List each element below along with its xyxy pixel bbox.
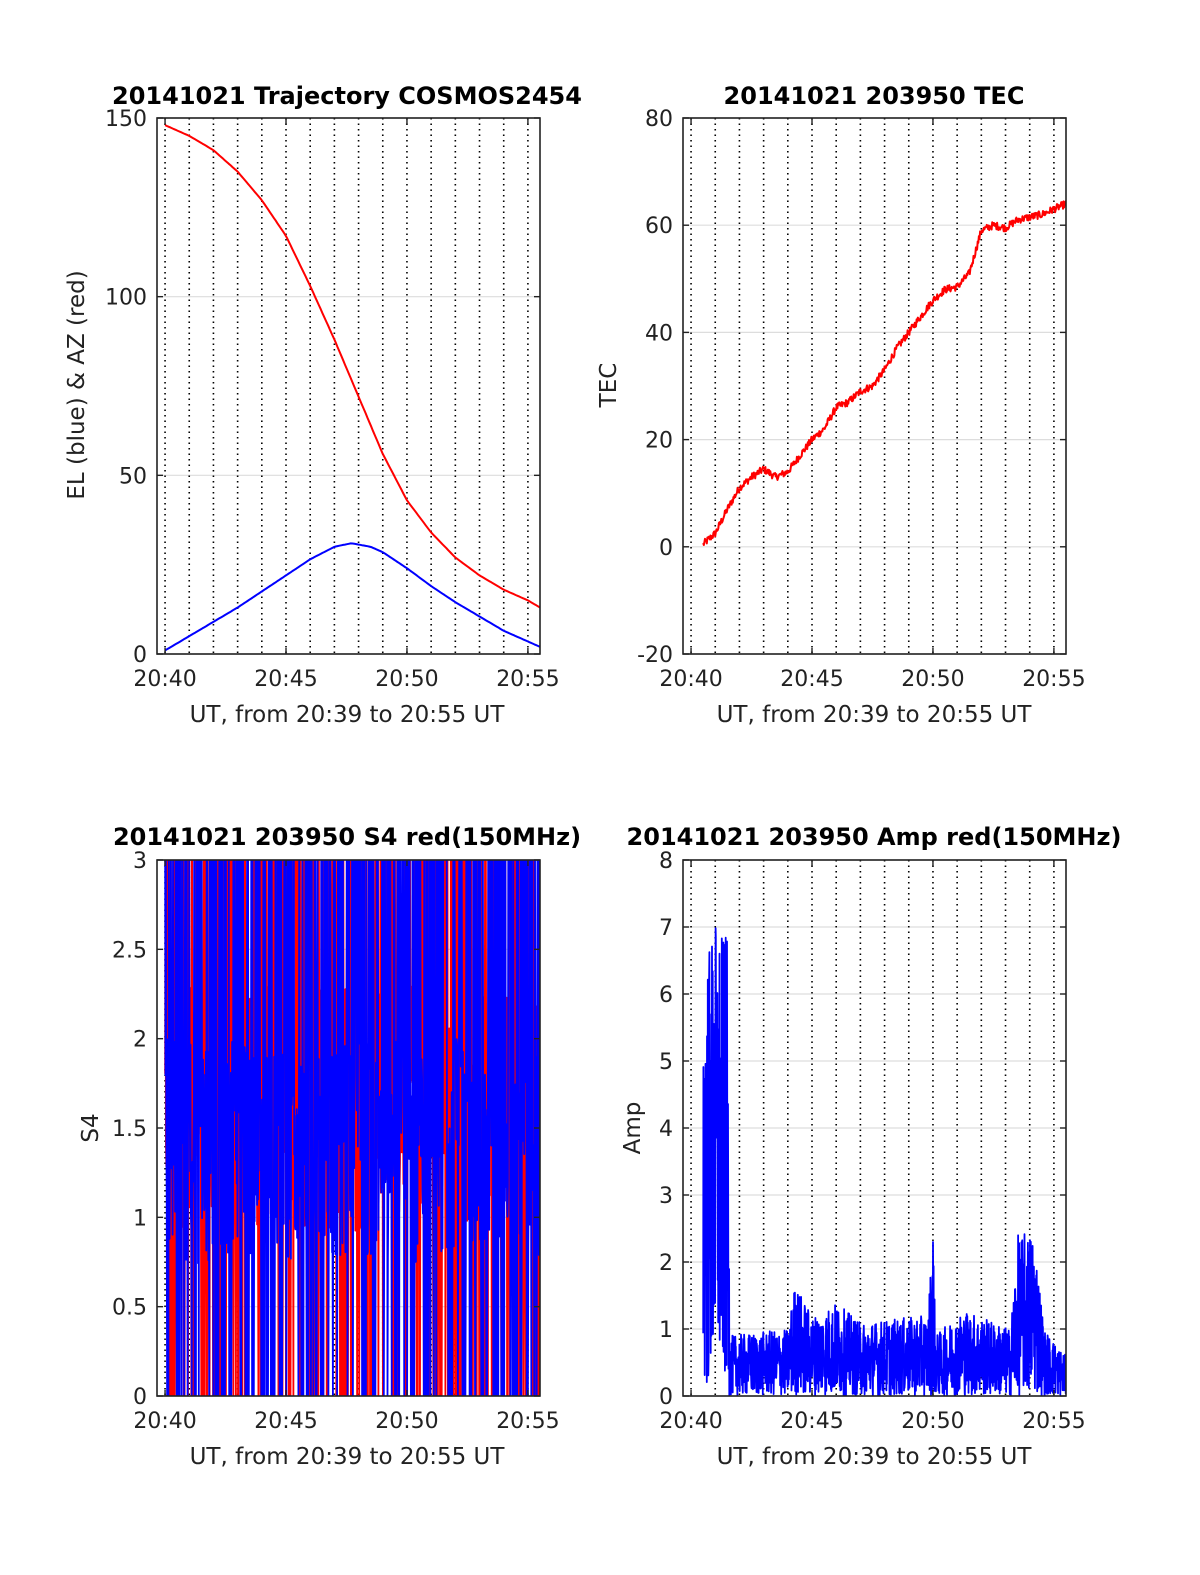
trajectory-series-1 [164,124,540,609]
amp-xlabel: UT, from 20:39 to 20:55 UT [717,1444,1033,1470]
s4-xtick-label-2: 20:50 [375,1409,438,1434]
amp-xtick-label-1: 20:45 [780,1409,843,1434]
amp-ytick-label-5: 5 [659,1050,673,1075]
trajectory-ytick-label-1: 50 [119,464,147,489]
amp-title: 20141021 203950 Amp red(150MHz) [627,823,1122,851]
tec-title: 20141021 203950 TEC [724,82,1025,110]
amp-ytick-label-6: 6 [659,983,673,1008]
trajectory-title: 20141021 Trajectory COSMOS2454 [112,82,582,110]
tec-xtick-label-2: 20:50 [901,667,964,692]
s4-title: 20141021 203950 S4 red(150MHz) [113,823,581,851]
tec-ytick-label-5: 80 [645,107,673,132]
trajectory-series-0 [164,542,540,652]
trajectory-panel: 20141021 Trajectory COSMOS2454 UT, from … [64,82,582,728]
amp-ytick-label-8: 8 [659,849,673,874]
tec-data [702,200,1066,546]
trajectory-xtick-label-0: 20:40 [133,667,196,692]
amp-ytick-label-0: 0 [659,1385,673,1410]
trajectory-ylabel: EL (blue) & AZ (red) [64,270,90,499]
trajectory-xtick-label-2: 20:50 [375,667,438,692]
amp-data [702,927,1066,1396]
trajectory-data [164,124,540,652]
s4-ytick-label-4: 2 [133,1028,147,1053]
amp-ytick-label-4: 4 [659,1117,673,1142]
s4-ytick-label-3: 1.5 [112,1117,147,1142]
tec-xtick-label-3: 20:55 [1022,667,1085,692]
s4-ytick-label-1: 0.5 [112,1296,147,1321]
amp-ytick-label-7: 7 [659,916,673,941]
tec-series-0 [702,200,1066,546]
s4-xtick-label-1: 20:45 [254,1409,317,1434]
trajectory-ytick-label-2: 100 [105,286,147,311]
tec-ytick-label-0: -20 [637,643,673,668]
trajectory-xtick-label-1: 20:45 [254,667,317,692]
tec-ytick-label-2: 20 [645,429,673,454]
trajectory-ytick-label-0: 0 [133,643,147,668]
s4-ytick-label-6: 3 [133,849,147,874]
amp-series-0 [702,927,1066,1396]
s4-data [164,860,540,1396]
amp-panel: 20141021 203950 Amp red(150MHz) UT, from… [620,823,1121,1470]
s4-xlabel: UT, from 20:39 to 20:55 UT [190,1444,506,1470]
amp-ylabel: Amp [620,1102,646,1155]
amp-xtick-label-2: 20:50 [901,1409,964,1434]
s4-ytick-label-2: 1 [133,1206,147,1231]
s4-xtick-label-0: 20:40 [133,1409,196,1434]
amp-ytick-label-3: 3 [659,1184,673,1209]
trajectory-ytick-label-3: 150 [105,107,147,132]
tec-xtick-label-1: 20:45 [780,667,843,692]
trajectory-xtick-label-3: 20:55 [496,667,559,692]
s4-xtick-label-3: 20:55 [496,1409,559,1434]
tec-ylabel: TEC [596,363,622,409]
tec-panel: 20141021 203950 TEC UT, from 20:39 to 20… [596,82,1086,728]
tec-ytick-label-4: 60 [645,214,673,239]
s4-ytick-label-5: 2.5 [112,938,147,963]
tec-ytick-label-3: 40 [645,321,673,346]
s4-ytick-label-0: 0 [133,1385,147,1410]
amp-xtick-label-3: 20:55 [1022,1409,1085,1434]
tec-xtick-label-0: 20:40 [659,667,722,692]
amp-ytick-label-1: 1 [659,1318,673,1343]
tec-ytick-label-1: 0 [659,536,673,561]
tec-xlabel: UT, from 20:39 to 20:55 UT [717,702,1033,728]
tec-axes-frame [682,117,1067,655]
trajectory-xlabel: UT, from 20:39 to 20:55 UT [190,702,506,728]
trajectory-axes-frame [156,117,541,655]
amp-xtick-label-0: 20:40 [659,1409,722,1434]
s4-series-1 [164,860,540,1396]
s4-panel: 20141021 203950 S4 red(150MHz) UT, from … [78,823,581,1470]
s4-ylabel: S4 [78,1113,104,1142]
amp-ytick-label-2: 2 [659,1251,673,1276]
